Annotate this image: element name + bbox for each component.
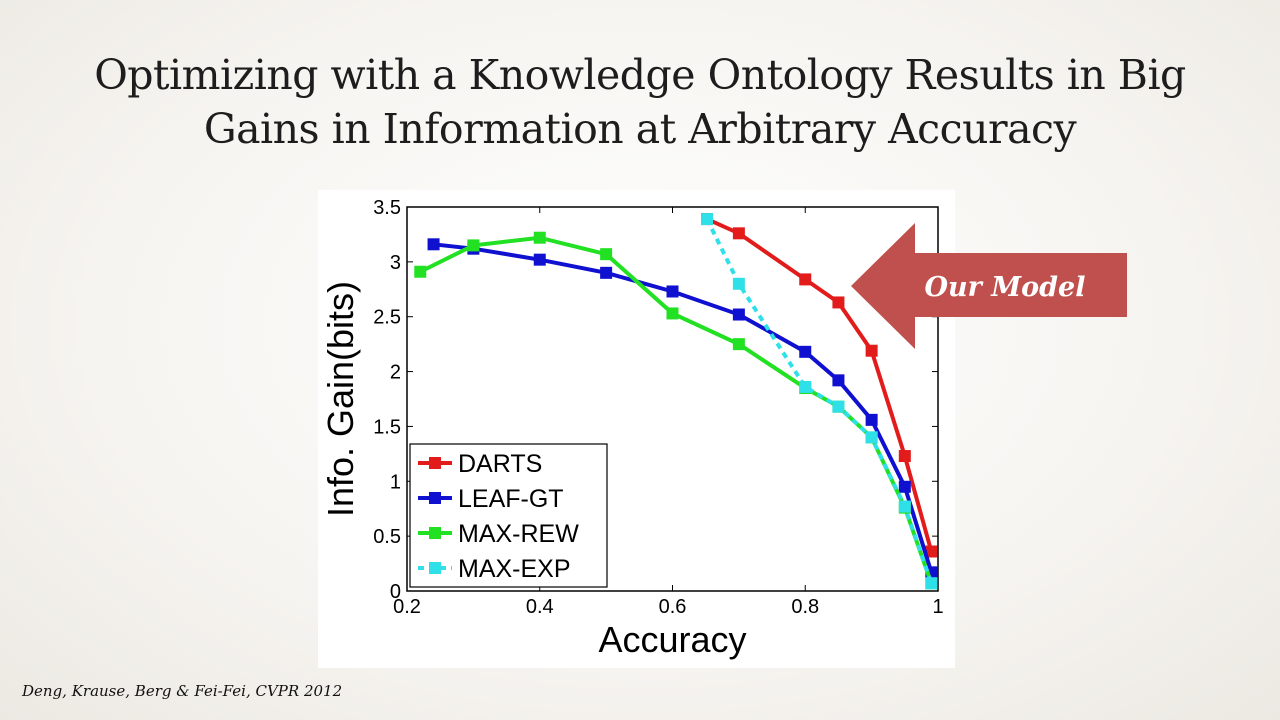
y-tick-label: 1 — [390, 471, 401, 493]
legend-label: LEAF-GT — [458, 485, 564, 513]
data-point-max-exp — [898, 500, 911, 513]
data-point-leaf-gt — [732, 308, 745, 321]
data-point-max-exp — [832, 400, 845, 413]
data-point-leaf-gt — [799, 345, 812, 358]
data-point-max-rew — [533, 231, 546, 244]
data-point-max-rew — [414, 265, 427, 278]
data-point-max-exp — [799, 380, 812, 393]
legend-marker — [429, 562, 441, 574]
legend-label: MAX-REW — [458, 520, 579, 548]
y-tick-label: 0.5 — [373, 526, 401, 548]
y-axis-label: Info. Gain(bits) — [320, 281, 361, 517]
y-tick-label: 0 — [390, 581, 401, 603]
callout-arrow-icon — [851, 223, 1127, 349]
legend-box — [409, 443, 608, 588]
x-tick-label: 0.4 — [526, 596, 554, 618]
data-point-leaf-gt — [865, 413, 878, 426]
data-point-darts — [832, 296, 845, 309]
legend-label: DARTS — [458, 450, 542, 478]
y-tick-label: 3 — [390, 252, 401, 274]
y-tick-label: 2.5 — [373, 307, 401, 329]
data-point-darts — [898, 450, 911, 463]
legend-label: MAX-EXP — [458, 555, 571, 583]
data-point-max-exp — [865, 431, 878, 444]
data-point-max-rew — [732, 338, 745, 351]
y-tick-label: 2 — [390, 362, 401, 384]
legend-marker — [429, 492, 441, 504]
data-point-leaf-gt — [600, 266, 613, 279]
y-tick-label: 1.5 — [373, 416, 401, 438]
data-point-max-rew — [666, 307, 679, 320]
data-point-max-rew — [467, 239, 480, 252]
data-point-leaf-gt — [427, 238, 440, 251]
data-point-leaf-gt — [898, 480, 911, 493]
callout-label: Our Model — [925, 272, 1086, 303]
legend-marker — [429, 457, 441, 469]
data-point-darts — [799, 273, 812, 286]
x-tick-label: 0.2 — [393, 596, 421, 618]
data-point-darts — [732, 227, 745, 240]
data-point-leaf-gt — [832, 374, 845, 387]
data-point-leaf-gt — [666, 285, 679, 298]
data-point-max-exp — [925, 577, 938, 590]
data-point-leaf-gt — [533, 253, 546, 266]
data-point-darts — [925, 545, 938, 558]
title-line-1: Optimizing with a Knowledge Ontology Res… — [94, 51, 1186, 99]
y-tick-label: 3.5 — [373, 197, 401, 219]
x-axis-label: Accuracy — [598, 619, 746, 660]
data-point-max-exp — [701, 213, 714, 226]
legend-marker — [429, 527, 441, 539]
citation: Deng, Krause, Berg & Fei-Fei, CVPR 2012 — [22, 682, 343, 700]
slide-title: Optimizing with a Knowledge Ontology Res… — [0, 48, 1280, 156]
x-tick-label: 0.6 — [659, 596, 687, 618]
x-tick-label: 1 — [932, 596, 943, 618]
data-point-darts — [865, 344, 878, 357]
x-tick-label: 0.8 — [791, 596, 819, 618]
title-line-2: Gains in Information at Arbitrary Accura… — [203, 105, 1077, 153]
data-point-max-exp — [732, 277, 745, 290]
data-point-max-rew — [600, 248, 613, 261]
